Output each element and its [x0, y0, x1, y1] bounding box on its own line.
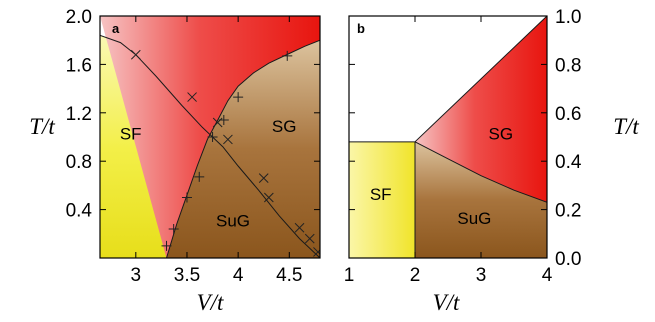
x-tick-label: 3.5 [174, 265, 200, 286]
panel-a: 3 3.5 4 4.50.40.81.21.62.0 a SF SG SuG V/t … [29, 7, 321, 315]
panel-b-label: b [357, 21, 365, 36]
plus-marker [282, 50, 293, 61]
panel-b: 1 2 3 40.0 0.2 0.4 0.6 0.8 1.0 b SF SG SuG V/t T… [344, 7, 640, 315]
region-sug-b [415, 141, 547, 258]
cross-marker [187, 92, 197, 102]
panel-a-ticks: 3 3.5 4 4.5 0.4 0.8 1.2 1.6 2.0 [66, 7, 320, 286]
y-tick-label: 0.8 [555, 55, 581, 76]
plus-marker [218, 115, 229, 126]
y-axis-label-a: T/t [29, 114, 55, 139]
plus-marker [194, 171, 205, 182]
x-tick-label: 3 [131, 265, 142, 286]
y-tick-label: 0.2 [555, 201, 581, 222]
cross-marker [263, 192, 274, 203]
plus-marker [207, 132, 218, 142]
region-label-sf-a: SF [120, 124, 142, 143]
region-sf-b [349, 141, 415, 258]
region-sg-b [415, 16, 547, 203]
region-label-sug-a: SuG [216, 212, 250, 231]
plus-marker [168, 223, 179, 234]
y-tick-label: 0.4 [555, 152, 582, 173]
x-tick-label: 1 [344, 265, 355, 286]
x-axis-label-b: V/t [433, 290, 460, 315]
cross-marker [294, 222, 305, 233]
y-tick-label: 0.6 [555, 104, 581, 125]
y-tick-label: 2.0 [66, 7, 92, 28]
panel-a-frame [99, 15, 321, 259]
y-tick-label: 1.6 [66, 55, 92, 76]
region-label-sf-b: SF [370, 185, 392, 204]
region-sug-a [166, 40, 320, 258]
y-tick-label: 0.8 [66, 152, 92, 173]
cross-marker [212, 117, 223, 128]
panel-b-frame [348, 15, 548, 259]
cross-marker [304, 233, 315, 244]
panel-a-plot-area [100, 16, 320, 258]
y-tick-label: 1.0 [555, 7, 581, 28]
data-markers-a [130, 49, 320, 257]
y-axis-label-b: T/t [613, 114, 639, 139]
x-tick-label: 4 [542, 265, 553, 286]
x-tick-label: 3 [476, 265, 487, 286]
boundary-lines-b [349, 16, 547, 258]
cross-marker [130, 49, 141, 60]
region-label-sg-b: SG [489, 124, 514, 143]
region-label-sug-b: SuG [457, 209, 491, 228]
cross-marker [258, 173, 269, 183]
plus-marker [233, 92, 244, 103]
plus-marker [161, 240, 172, 251]
y-tick-label: 1.2 [66, 104, 92, 125]
y-tick-label: 0.0 [555, 249, 581, 270]
x-tick-label: 2 [410, 265, 421, 286]
plus-marker [181, 192, 192, 203]
cross-marker [223, 134, 233, 145]
region-sg-a [100, 16, 320, 258]
panel-a-label: a [112, 21, 120, 36]
x-axis-label-a: V/t [197, 290, 224, 315]
panel-b-ticks: 1 2 3 40.0 0.2 0.4 0.6 0.8 1.0 [344, 7, 582, 286]
x-tick-label: 4 [233, 265, 244, 286]
x-tick-label: 4.5 [276, 265, 302, 286]
panel-b-plot-area [349, 16, 547, 258]
y-tick-label: 0.4 [66, 201, 93, 222]
region-label-sg-a: SG [272, 117, 297, 136]
cross-marker [313, 247, 320, 257]
